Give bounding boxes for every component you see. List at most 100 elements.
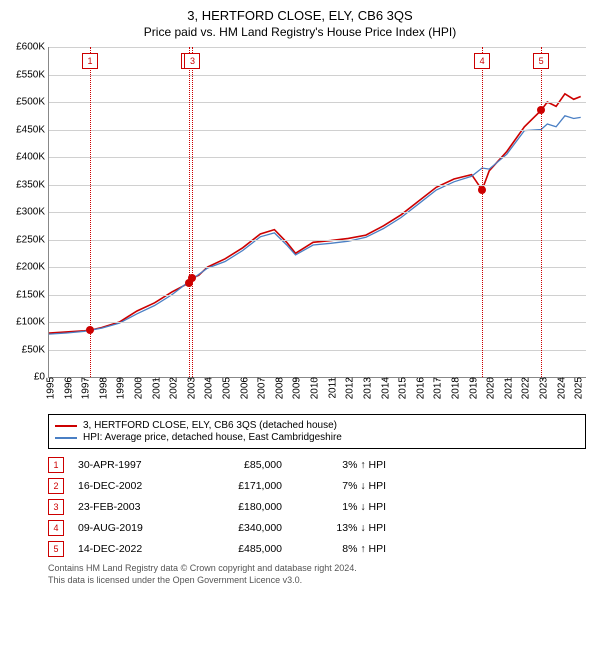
event-row: 2 16-DEC-2002 £171,000 7% ↓ HPI <box>48 478 586 494</box>
x-axis-label: 2022 <box>517 377 532 399</box>
x-axis-label: 1997 <box>77 377 92 399</box>
y-axis-label: £100K <box>16 317 49 328</box>
x-axis-label: 2016 <box>411 377 426 399</box>
event-row: 5 14-DEC-2022 £485,000 8% ↑ HPI <box>48 541 586 557</box>
legend-label: 3, HERTFORD CLOSE, ELY, CB6 3QS (detache… <box>83 420 337 431</box>
gridline <box>49 157 586 158</box>
x-axis-label: 2001 <box>147 377 162 399</box>
event-date: 09-AUG-2019 <box>78 522 188 534</box>
event-number: 4 <box>48 520 64 536</box>
event-flag: 5 <box>533 53 549 69</box>
y-axis-label: £200K <box>16 262 49 273</box>
event-price: £180,000 <box>202 501 282 513</box>
x-axis-label: 1999 <box>112 377 127 399</box>
gridline <box>49 102 586 103</box>
x-axis-label: 2024 <box>552 377 567 399</box>
event-marker <box>478 186 486 194</box>
event-date: 14-DEC-2022 <box>78 543 188 555</box>
x-axis-label: 2018 <box>446 377 461 399</box>
legend-row: 3, HERTFORD CLOSE, ELY, CB6 3QS (detache… <box>55 420 579 431</box>
legend-row: HPI: Average price, detached house, East… <box>55 432 579 443</box>
chart-title: 3, HERTFORD CLOSE, ELY, CB6 3QS <box>0 8 600 23</box>
gridline <box>49 295 586 296</box>
x-axis-label: 2005 <box>218 377 233 399</box>
event-delta: 13% ↓ HPI <box>296 522 386 534</box>
x-axis-label: 2009 <box>288 377 303 399</box>
gridline <box>49 267 586 268</box>
event-marker <box>188 274 196 282</box>
event-number: 5 <box>48 541 64 557</box>
series-hpi <box>49 116 581 334</box>
y-axis-label: £150K <box>16 289 49 300</box>
chart-container: 3, HERTFORD CLOSE, ELY, CB6 3QS Price pa… <box>0 0 600 586</box>
gridline <box>49 185 586 186</box>
x-axis-label: 2006 <box>235 377 250 399</box>
legend-swatch <box>55 425 77 427</box>
footer: Contains HM Land Registry data © Crown c… <box>48 563 586 586</box>
event-vline <box>189 47 190 377</box>
x-axis-label: 2014 <box>376 377 391 399</box>
x-axis-label: 1998 <box>94 377 109 399</box>
x-axis-label: 2008 <box>270 377 285 399</box>
event-delta: 8% ↑ HPI <box>296 543 386 555</box>
x-axis-label: 2011 <box>323 377 338 399</box>
x-axis-label: 2017 <box>429 377 444 399</box>
event-vline <box>192 47 193 377</box>
gridline <box>49 350 586 351</box>
event-flag: 1 <box>82 53 98 69</box>
x-axis-label: 2010 <box>306 377 321 399</box>
event-flag: 3 <box>184 53 200 69</box>
x-axis-label: 1996 <box>59 377 74 399</box>
event-price: £485,000 <box>202 543 282 555</box>
y-axis-label: £600K <box>16 42 49 53</box>
footer-line2: This data is licensed under the Open Gov… <box>48 575 586 587</box>
plot-area: £0£50K£100K£150K£200K£250K£300K£350K£400… <box>48 47 586 378</box>
x-axis-label: 2023 <box>534 377 549 399</box>
event-marker <box>86 326 94 334</box>
legend-label: HPI: Average price, detached house, East… <box>83 432 342 443</box>
x-axis-label: 2021 <box>499 377 514 399</box>
event-date: 23-FEB-2003 <box>78 501 188 513</box>
y-axis-label: £350K <box>16 179 49 190</box>
events-table: 130-APR-1997£85,0003% ↑ HPI216-DEC-2002£… <box>48 457 586 557</box>
event-price: £85,000 <box>202 459 282 471</box>
x-axis-label: 2012 <box>341 377 356 399</box>
y-axis-label: £450K <box>16 124 49 135</box>
x-axis-label: 1995 <box>42 377 57 399</box>
event-vline <box>482 47 483 377</box>
y-axis-label: £50K <box>22 344 49 355</box>
gridline <box>49 240 586 241</box>
title-block: 3, HERTFORD CLOSE, ELY, CB6 3QS Price pa… <box>0 0 600 39</box>
x-axis-label: 2013 <box>358 377 373 399</box>
y-axis-label: £500K <box>16 97 49 108</box>
event-date: 16-DEC-2002 <box>78 480 188 492</box>
legend-swatch <box>55 437 77 439</box>
y-axis-label: £250K <box>16 234 49 245</box>
gridline <box>49 212 586 213</box>
gridline <box>49 322 586 323</box>
event-delta: 3% ↑ HPI <box>296 459 386 471</box>
gridline <box>49 47 586 48</box>
event-number: 3 <box>48 499 64 515</box>
event-flag: 4 <box>474 53 490 69</box>
y-axis-label: £400K <box>16 152 49 163</box>
event-delta: 1% ↓ HPI <box>296 501 386 513</box>
event-price: £171,000 <box>202 480 282 492</box>
event-row: 130-APR-1997£85,0003% ↑ HPI <box>48 457 586 473</box>
y-axis-label: £300K <box>16 207 49 218</box>
event-row: 3 23-FEB-2003 £180,000 1% ↓ HPI <box>48 499 586 515</box>
legend: 3, HERTFORD CLOSE, ELY, CB6 3QS (detache… <box>48 414 586 449</box>
event-number: 2 <box>48 478 64 494</box>
x-axis-label: 2020 <box>482 377 497 399</box>
chart-subtitle: Price paid vs. HM Land Registry's House … <box>0 25 600 39</box>
x-axis-label: 2004 <box>200 377 215 399</box>
event-marker <box>537 106 545 114</box>
event-row: 409-AUG-2019£340,00013% ↓ HPI <box>48 520 586 536</box>
event-delta: 7% ↓ HPI <box>296 480 386 492</box>
x-axis-label: 2007 <box>253 377 268 399</box>
x-axis-label: 2002 <box>165 377 180 399</box>
footer-line1: Contains HM Land Registry data © Crown c… <box>48 563 586 575</box>
gridline <box>49 130 586 131</box>
x-axis-label: 2019 <box>464 377 479 399</box>
event-vline <box>541 47 542 377</box>
